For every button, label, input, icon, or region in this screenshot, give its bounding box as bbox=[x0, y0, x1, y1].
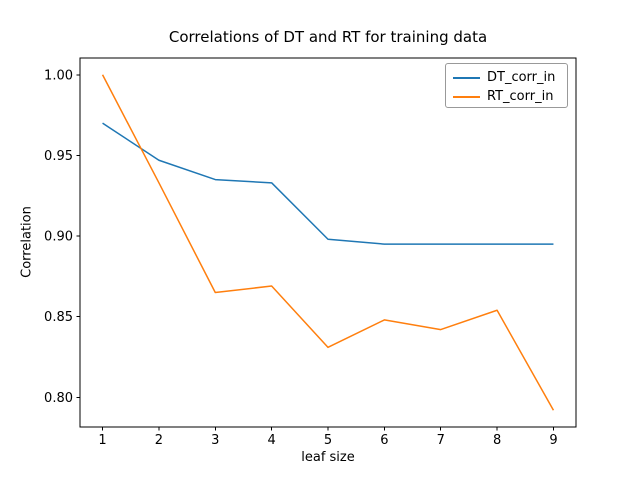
legend-line-sample-rt-icon bbox=[453, 95, 480, 98]
x-tick-label: 1 bbox=[98, 433, 106, 448]
x-axis-label: leaf size bbox=[301, 450, 355, 465]
x-tick-label: 7 bbox=[437, 433, 445, 448]
y-tick-label: 1.00 bbox=[44, 68, 73, 83]
x-tick-label: 3 bbox=[211, 433, 219, 448]
x-tick-label: 6 bbox=[380, 433, 388, 448]
legend-entry-dt: DT_corr_in bbox=[453, 68, 567, 87]
legend-line-sample-dt-icon bbox=[453, 76, 480, 79]
legend: DT_corr_in RT_corr_in bbox=[445, 63, 568, 108]
legend-label-rt: RT_corr_in bbox=[487, 89, 554, 104]
x-tick-label: 4 bbox=[267, 433, 275, 448]
x-tick-label: 5 bbox=[324, 433, 332, 448]
y-tick-label: 0.85 bbox=[44, 310, 73, 325]
chart-title: Correlations of DT and RT for training d… bbox=[168, 28, 488, 46]
legend-entry-rt: RT_corr_in bbox=[453, 87, 567, 106]
x-tick-label: 9 bbox=[549, 433, 557, 448]
x-tick-label: 8 bbox=[493, 433, 501, 448]
axes-spines bbox=[79, 57, 577, 428]
x-tick-label: 2 bbox=[155, 433, 163, 448]
y-tick-label: 0.95 bbox=[44, 149, 73, 164]
legend-label-dt: DT_corr_in bbox=[487, 70, 556, 85]
series-line-RT_corr_in bbox=[101, 74, 555, 411]
y-tick-label: 0.90 bbox=[44, 230, 73, 245]
y-tick-label: 0.80 bbox=[44, 391, 73, 406]
series-line-DT_corr_in bbox=[102, 122, 554, 245]
y-axis-label: Correlation bbox=[19, 206, 35, 278]
